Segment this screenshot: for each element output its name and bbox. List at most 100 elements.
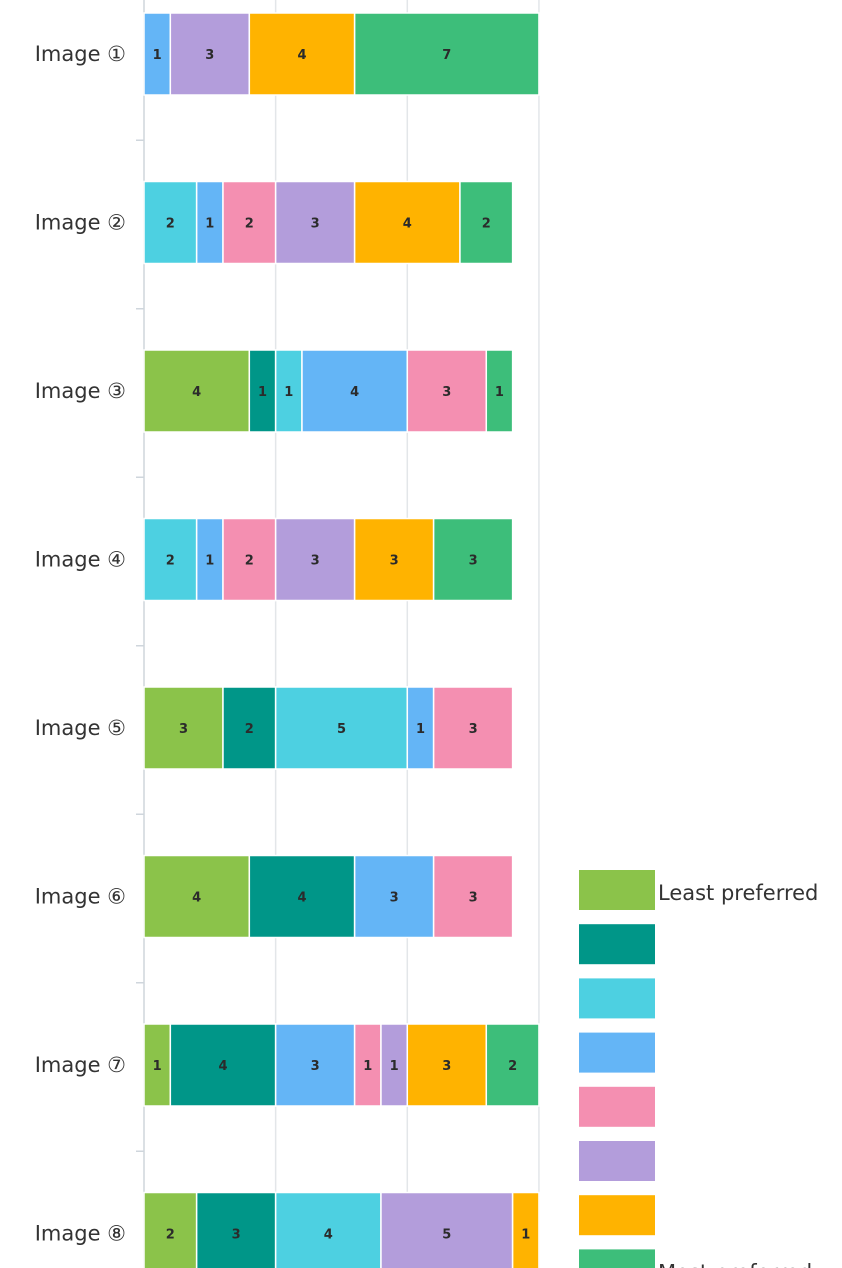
bar-segment <box>143 180 198 265</box>
segment-value-label: 3 <box>311 554 320 569</box>
legend-swatch <box>579 1249 655 1268</box>
bar-segment <box>274 517 356 602</box>
segment-value-label: 1 <box>495 385 504 400</box>
segment-value-label: 2 <box>166 554 175 569</box>
segment-value-label: 3 <box>390 554 399 569</box>
bar-segment <box>248 854 356 939</box>
bar-segment <box>274 349 303 433</box>
bar-segment <box>169 12 251 96</box>
segment-value-label: 4 <box>297 48 306 63</box>
segment-value-label: 4 <box>192 385 201 400</box>
legend-label: Least preferred <box>658 881 818 905</box>
segment-value-label: 2 <box>508 1059 517 1074</box>
segment-value-label: 7 <box>442 48 451 63</box>
legend-swatch <box>579 870 655 910</box>
category-label: Image ③ <box>35 379 126 403</box>
segment-value-label: 3 <box>311 1059 320 1074</box>
segment-value-label: 1 <box>521 1228 530 1243</box>
legend-swatch <box>579 1086 655 1127</box>
legend-label: Most preferred <box>658 1260 812 1268</box>
bar-segment <box>432 517 514 602</box>
category-label: Image ⑦ <box>35 1053 126 1077</box>
bar-segment <box>353 517 435 602</box>
category-labels: Image ① Image ② Image ③ Image ④ Image ⑤ Image… <box>35 42 126 1246</box>
bar-segment <box>353 1023 382 1107</box>
bar-segment <box>274 1023 356 1107</box>
segment-value-label: 3 <box>469 722 478 737</box>
category-label: Image ⑧ <box>35 1222 126 1246</box>
bar-segment <box>195 180 224 265</box>
segment-value-label: 4 <box>192 891 201 906</box>
legend-swatch <box>579 1032 655 1073</box>
legend: Least preferred Most preferred <box>579 870 818 1268</box>
segment-value-label: 2 <box>166 1228 175 1243</box>
legend-swatch <box>579 1141 655 1181</box>
segment-value-label: 3 <box>232 1228 241 1243</box>
category-label: Image ⑥ <box>35 885 126 909</box>
bar-segment <box>406 1023 488 1107</box>
segment-value-label: 2 <box>245 217 254 232</box>
segment-value-label: 5 <box>337 722 346 737</box>
bar-segment <box>353 854 435 939</box>
segment-value-label: 1 <box>284 385 293 400</box>
segment-value-label: 3 <box>442 1059 451 1074</box>
bar-segment <box>143 349 251 433</box>
segment-value-label: 3 <box>390 891 399 906</box>
bar-segment <box>353 12 540 96</box>
segment-value-label: 2 <box>166 217 175 232</box>
bars: 1 3 4 7 2 1 2 3 4 2 4 1 1 4 3 1 2 1 2 3 3 3 3 2 5 1 3 4 4 3 3 1 4 3 1 1 3 2 2 3… <box>143 12 540 1268</box>
bar-segment <box>406 686 435 770</box>
segment-value-label: 1 <box>205 217 214 232</box>
legend-swatch <box>579 978 655 1019</box>
bar-segment <box>248 349 277 433</box>
segment-value-label: 3 <box>179 722 188 737</box>
bar-segment <box>143 517 198 602</box>
segment-value-label: 1 <box>363 1059 372 1074</box>
category-label: Image ① <box>35 42 126 66</box>
category-label: Image ④ <box>35 548 126 572</box>
segment-value-label: 1 <box>205 554 214 569</box>
segment-value-label: 4 <box>218 1059 227 1074</box>
category-label: Image ⑤ <box>35 716 126 740</box>
segment-value-label: 4 <box>403 217 412 232</box>
bar-segment <box>143 686 224 770</box>
bar-segment <box>485 1023 540 1107</box>
bar-segment <box>380 1191 514 1268</box>
bar-segment <box>143 1023 172 1107</box>
bar-segment <box>143 12 172 96</box>
segment-value-label: 4 <box>324 1228 333 1243</box>
bar-segment <box>353 180 461 265</box>
legend-swatch <box>579 924 655 965</box>
bar-segment <box>432 854 514 939</box>
bar-segment <box>274 686 409 770</box>
segment-value-label: 4 <box>297 891 306 906</box>
bar-segment <box>222 180 277 265</box>
segment-value-label: 2 <box>482 217 491 232</box>
segment-value-label: 2 <box>245 722 254 737</box>
segment-value-label: 1 <box>153 1059 162 1074</box>
segment-value-label: 3 <box>469 891 478 906</box>
legend-swatch <box>579 1195 655 1236</box>
bar-segment <box>485 349 514 433</box>
bar-segment <box>169 1023 277 1107</box>
segment-value-label: 5 <box>442 1228 451 1243</box>
segment-value-label: 3 <box>311 217 320 232</box>
segment-value-label: 3 <box>442 385 451 400</box>
bar-segment <box>432 686 514 770</box>
bar-segment <box>143 1191 198 1268</box>
bar-segment <box>222 517 277 602</box>
segment-value-label: 1 <box>390 1059 399 1074</box>
bar-segment <box>301 349 409 433</box>
bar-segment <box>274 1191 382 1268</box>
segment-value-label: 4 <box>350 385 359 400</box>
segment-value-label: 3 <box>205 48 214 63</box>
segment-value-label: 1 <box>258 385 267 400</box>
category-label: Image ② <box>35 211 126 235</box>
segment-value-label: 1 <box>416 722 425 737</box>
segment-value-label: 2 <box>245 554 254 569</box>
segment-value-label: 1 <box>153 48 162 63</box>
bar-segment <box>511 1191 540 1268</box>
bar-segment <box>406 349 488 433</box>
bar-segment <box>380 1023 409 1107</box>
